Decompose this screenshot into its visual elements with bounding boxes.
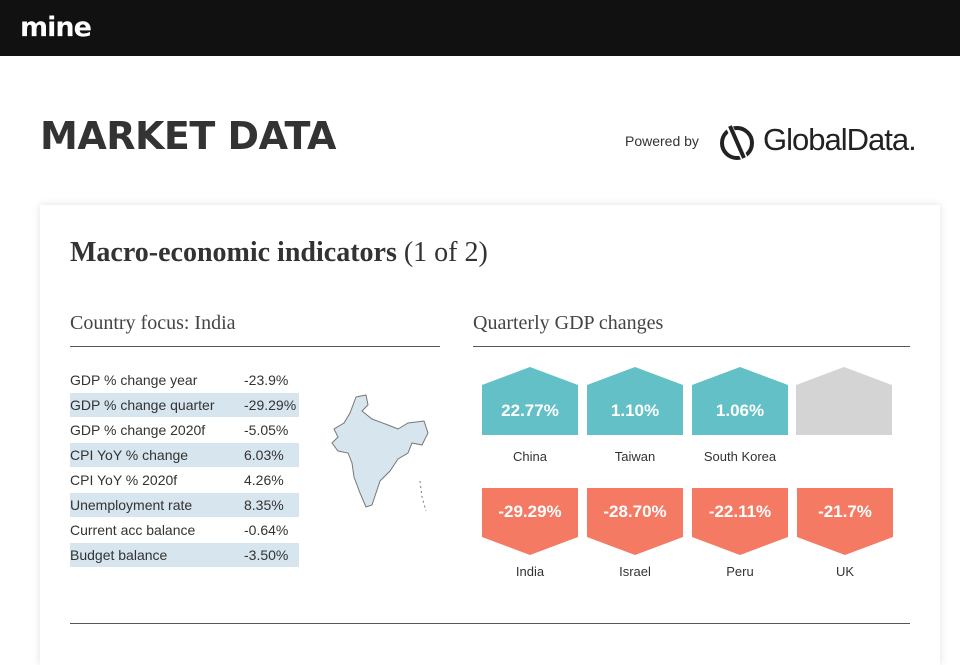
section-title: Quarterly GDP changes (473, 312, 664, 334)
row-label: Unemployment rate (70, 497, 193, 513)
card-title: Macro-economic indicators (1 of 2) (70, 237, 488, 269)
divider (70, 623, 910, 624)
tile-country: China (513, 449, 547, 464)
tile-value: 22.77% (501, 401, 559, 420)
gdp-tile (797, 488, 893, 555)
row-value: -5.05% (244, 422, 289, 438)
row-value: 8.35% (244, 497, 284, 513)
divider (70, 346, 440, 347)
tile-country: UK (835, 564, 855, 579)
tile-value: 1.06% (715, 401, 765, 420)
row-label: GDP % change quarter (70, 397, 215, 413)
table-row: Current acc balance -0.64% (70, 518, 299, 542)
tile-country: South Korea (703, 449, 777, 464)
gdp-tile (482, 488, 578, 555)
table-row: GDP % change 2020f -5.05% (70, 418, 299, 442)
section-title: Country focus: India (70, 312, 236, 334)
row-label: GDP % change year (70, 372, 198, 388)
row-value: 4.26% (244, 472, 284, 488)
tile-value: -22.11% (708, 502, 772, 521)
table-row: Budget balance -3.50% (70, 543, 299, 567)
tile-country: Taiwan (614, 449, 656, 464)
tile-country: Peru (726, 564, 754, 579)
row-label: Current acc balance (70, 522, 196, 538)
table-row: CPI YoY % change 6.03% (70, 443, 299, 467)
gdp-tile (692, 367, 788, 435)
row-label: CPI YoY % change (70, 447, 189, 463)
divider (473, 346, 910, 347)
powered-by: Powered by (625, 133, 699, 149)
tile-country: Israel (619, 564, 651, 579)
table-row: Unemployment rate 8.35% (70, 493, 299, 517)
gdp-tile (482, 367, 578, 435)
tile-value: 1.10% (610, 401, 660, 420)
tile-value: -21.7% (818, 502, 872, 521)
brand-name[interactable]: GlobalData. (763, 122, 917, 157)
top-bar (0, 0, 960, 56)
brand-icon (720, 122, 754, 164)
table-row: CPI YoY % 2020f 4.26% (70, 468, 299, 492)
gdp-tile (587, 488, 683, 555)
gdp-tile (587, 367, 683, 435)
row-label: Budget balance (70, 547, 168, 563)
row-value: -29.29% (244, 397, 297, 413)
row-value: -3.50% (244, 547, 289, 563)
row-label: CPI YoY % 2020f (70, 472, 178, 488)
tile-value: -28.70% (603, 502, 667, 521)
gdp-tile (692, 488, 788, 555)
site-logo[interactable]: mine (20, 12, 92, 43)
tile-value: -29.29% (498, 502, 562, 521)
card-subtitle: (1 of 2) (403, 237, 488, 268)
empty-tile (796, 367, 892, 435)
page-title: MARKET DATA (40, 114, 336, 158)
india-map (331, 394, 429, 512)
table-row: GDP % change quarter -29.29% (70, 393, 299, 417)
row-label: GDP % change 2020f (70, 422, 206, 438)
table-row: GDP % change year -23.9% (70, 368, 299, 392)
tile-country: India (515, 564, 545, 579)
row-value: -0.64% (244, 522, 289, 538)
row-value: 6.03% (244, 447, 284, 463)
row-value: -23.9% (244, 372, 289, 388)
card-title-text: Macro-economic indicators (70, 237, 397, 268)
